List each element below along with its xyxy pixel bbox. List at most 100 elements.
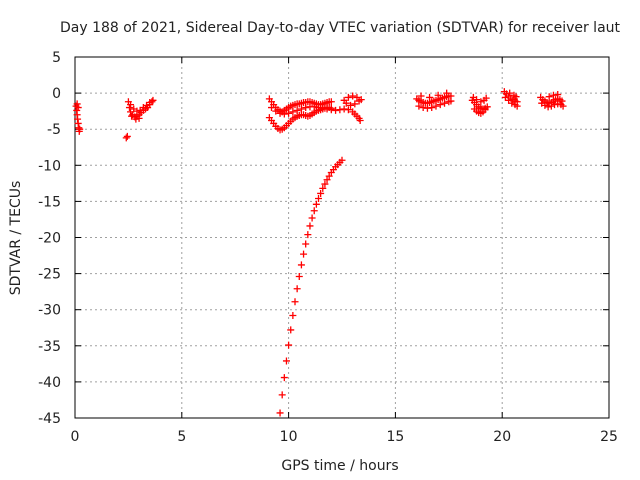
data-point — [508, 99, 516, 107]
data-point — [513, 102, 521, 110]
data-point — [436, 101, 444, 109]
data-point — [419, 104, 427, 112]
data-point — [272, 107, 280, 115]
data-point — [276, 409, 284, 417]
series-arc-2.5h — [122, 96, 157, 142]
data-point — [426, 93, 434, 101]
data-point — [276, 109, 284, 117]
data-point — [146, 98, 154, 106]
data-point — [278, 391, 286, 399]
data-point — [293, 285, 301, 293]
data-point — [336, 106, 344, 114]
data-point — [308, 214, 316, 222]
data-point — [319, 184, 327, 192]
data-point — [342, 99, 350, 107]
data-point — [417, 92, 425, 100]
data-point — [128, 112, 136, 120]
data-point — [506, 89, 514, 97]
y-tick-label: -5 — [47, 122, 61, 138]
y-tick-label: -35 — [38, 339, 61, 355]
series-arc-20.3h — [500, 88, 521, 110]
data-point — [551, 101, 559, 109]
data-point — [302, 240, 310, 248]
data-point — [289, 108, 297, 116]
data-point — [315, 104, 323, 112]
data-point — [285, 341, 293, 349]
y-tick-label: -25 — [38, 267, 61, 283]
data-point — [477, 98, 485, 106]
data-point — [423, 104, 431, 112]
data-point — [280, 374, 288, 382]
axes: 0 5 10 15 20 25 5 0 -5 -10 -15 -20 -25 -30 -35 -40 -45 — [38, 50, 618, 445]
data-point — [415, 102, 423, 110]
data-point — [321, 180, 329, 188]
data-point — [481, 106, 489, 114]
y-tick-label: -40 — [38, 375, 61, 391]
data-point — [297, 261, 305, 269]
series-arc-9h-13h-c — [268, 92, 365, 125]
data-point — [74, 104, 82, 112]
data-point — [302, 104, 310, 112]
x-tick-label: 5 — [177, 429, 186, 445]
data-point — [482, 94, 490, 102]
data-point — [559, 102, 567, 110]
data-point — [312, 200, 320, 208]
data-point — [297, 105, 305, 113]
series-steep-arc — [276, 156, 346, 417]
data-point — [428, 104, 436, 112]
data-point — [327, 98, 335, 106]
data-point — [547, 102, 555, 110]
data-point — [122, 134, 130, 142]
data-point — [434, 91, 442, 99]
data-point — [310, 207, 318, 215]
data-point — [353, 93, 361, 101]
data-point — [554, 100, 562, 108]
data-point — [347, 101, 355, 109]
data-point — [332, 106, 340, 114]
data-point — [344, 93, 352, 101]
data-point — [295, 272, 303, 280]
data-point — [287, 326, 295, 334]
data-point — [289, 311, 297, 319]
data-point — [323, 105, 331, 113]
data-point — [285, 109, 293, 117]
x-tick-label: 10 — [280, 429, 298, 445]
data-point — [132, 115, 140, 123]
data-point — [558, 97, 566, 105]
data-point — [355, 97, 363, 105]
data-point — [340, 105, 348, 113]
data-point — [291, 298, 299, 306]
series-arc-19h — [468, 93, 491, 117]
data-point — [315, 195, 323, 203]
data-point — [325, 172, 333, 180]
data-point — [351, 100, 359, 108]
data-point — [319, 104, 327, 112]
data-point — [544, 103, 552, 111]
data-point — [323, 176, 331, 184]
data-point — [554, 91, 562, 99]
data-point — [282, 357, 290, 365]
data-point — [293, 106, 301, 114]
data-point — [432, 102, 440, 110]
data-point — [123, 132, 131, 140]
data-point — [268, 104, 276, 112]
data-point — [443, 89, 451, 97]
data-point — [541, 101, 549, 109]
series-arc-0h — [72, 100, 84, 135]
data-point — [306, 222, 314, 230]
data-point — [512, 93, 520, 101]
data-marks — [72, 88, 567, 417]
grid — [75, 57, 609, 418]
data-point — [549, 91, 557, 99]
data-point — [135, 114, 143, 122]
data-point — [127, 101, 135, 109]
y-axis-title: SDTVAR / TECUs — [8, 181, 24, 296]
data-point — [327, 106, 335, 114]
y-tick-label: -10 — [38, 158, 61, 174]
series-arc-16h-17.5h — [413, 89, 455, 112]
x-tick-label: 25 — [600, 429, 618, 445]
y-tick-label: 0 — [52, 86, 61, 102]
data-point — [344, 106, 352, 114]
y-tick-label: -20 — [38, 231, 61, 247]
